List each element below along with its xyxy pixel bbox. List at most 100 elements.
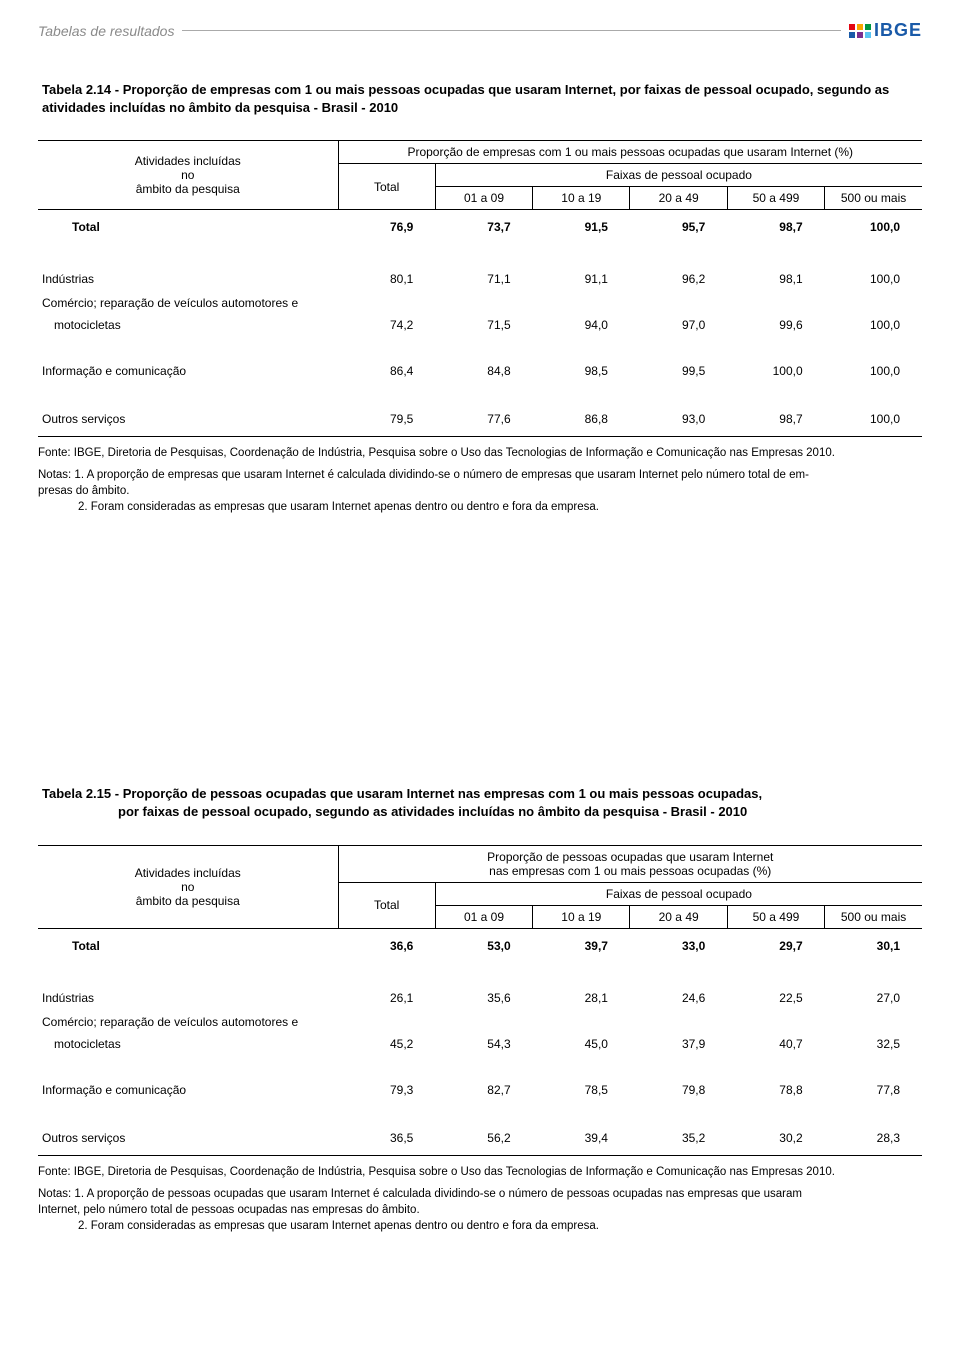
table-2-15-title: Tabela 2.15 - Proporção de pessoas ocupa…	[38, 785, 922, 820]
cell-value: 30,1	[825, 928, 922, 963]
logo-sq	[849, 32, 855, 38]
cell-value	[533, 292, 630, 314]
fonte: Fonte: IBGE, Diretoria de Pesquisas, Coo…	[38, 1164, 922, 1180]
cell-value: 76,9	[338, 210, 435, 245]
table-2-14: Atividades incluídas no âmbito da pesqui…	[38, 140, 922, 437]
logo-sq	[865, 24, 871, 30]
cell-value: 99,6	[727, 314, 824, 336]
nota-1a: Notas: 1. A proporção de pessoas ocupada…	[38, 1186, 922, 1202]
cell-value: 35,6	[435, 963, 532, 1011]
cell-value: 22,5	[727, 963, 824, 1011]
row-header-l3: âmbito da pesquisa	[136, 894, 240, 908]
cell-value: 28,1	[533, 963, 630, 1011]
row-header-l3: âmbito da pesquisa	[136, 182, 240, 196]
col-total: Total	[338, 164, 435, 210]
cell-value: 100,0	[727, 336, 824, 384]
section-title: Tabelas de resultados	[38, 23, 182, 39]
cell-value: 79,5	[338, 384, 435, 437]
subgroup-header: Faixas de pessoal ocupado	[435, 882, 922, 905]
cell-value	[338, 292, 435, 314]
table-2-15-block: Tabela 2.15 - Proporção de pessoas ocupa…	[38, 785, 922, 1233]
row-label: motocicletas	[38, 314, 338, 336]
row-label: Total	[38, 928, 338, 963]
cell-value: 79,8	[630, 1055, 727, 1103]
row-header: Atividades incluídas no âmbito da pesqui…	[38, 845, 338, 928]
cell-value: 37,9	[630, 1033, 727, 1055]
cell-value: 77,6	[435, 384, 532, 437]
table-row: Indústrias80,171,191,196,298,1100,0	[38, 244, 922, 292]
nota-1b: Internet, pelo número total de pessoas o…	[38, 1202, 922, 1218]
group-header-l2: nas empresas com 1 ou mais pessoas ocupa…	[489, 864, 771, 878]
table-row: Comércio; reparação de veículos automoto…	[38, 292, 922, 314]
table-2-15-body: Total36,653,039,733,029,730,1Indústrias2…	[38, 928, 922, 1155]
table-row: Total36,653,039,733,029,730,1	[38, 928, 922, 963]
table-row: Informação e comunicação86,484,898,599,5…	[38, 336, 922, 384]
logo-sq	[849, 24, 855, 30]
cell-value: 91,5	[533, 210, 630, 245]
col-50-499: 50 a 499	[727, 187, 824, 210]
cell-value: 78,8	[727, 1055, 824, 1103]
cell-value: 56,2	[435, 1103, 532, 1156]
cell-value: 71,5	[435, 314, 532, 336]
cell-value: 26,1	[338, 963, 435, 1011]
cell-value: 32,5	[825, 1033, 922, 1055]
logo-sq	[865, 32, 871, 38]
cell-value: 45,0	[533, 1033, 630, 1055]
cell-value: 95,7	[630, 210, 727, 245]
row-label: Informação e comunicação	[38, 1055, 338, 1103]
cell-value: 77,8	[825, 1055, 922, 1103]
col-01-09: 01 a 09	[435, 187, 532, 210]
cell-value: 45,2	[338, 1033, 435, 1055]
cell-value: 54,3	[435, 1033, 532, 1055]
row-label: motocicletas	[38, 1033, 338, 1055]
cell-value: 100,0	[825, 244, 922, 292]
logo-sq	[857, 24, 863, 30]
row-label: Indústrias	[38, 963, 338, 1011]
cell-value	[435, 1011, 532, 1033]
table-row: Comércio; reparação de veículos automoto…	[38, 1011, 922, 1033]
cell-value: 80,1	[338, 244, 435, 292]
cell-value	[630, 292, 727, 314]
table-title-line2: por faixas de pessoal ocupado, segundo a…	[42, 803, 918, 821]
cell-value	[435, 292, 532, 314]
cell-value: 100,0	[825, 210, 922, 245]
table-row: Total76,973,791,595,798,7100,0	[38, 210, 922, 245]
cell-value: 36,5	[338, 1103, 435, 1156]
cell-value: 24,6	[630, 963, 727, 1011]
table-title-text: - Proporção de empresas com 1 ou mais pe…	[42, 82, 889, 115]
table-number: Tabela 2.14	[42, 82, 111, 97]
logo-sq	[857, 32, 863, 38]
cell-value: 84,8	[435, 336, 532, 384]
col-50-499: 50 a 499	[727, 905, 824, 928]
col-10-19: 10 a 19	[533, 905, 630, 928]
col-20-49: 20 a 49	[630, 905, 727, 928]
cell-value: 27,0	[825, 963, 922, 1011]
cell-value: 91,1	[533, 244, 630, 292]
table-row: motocicletas74,271,594,097,099,6100,0	[38, 314, 922, 336]
col-10-19: 10 a 19	[533, 187, 630, 210]
group-header: Proporção de empresas com 1 ou mais pess…	[338, 141, 922, 164]
cell-value	[727, 1011, 824, 1033]
cell-value: 100,0	[825, 314, 922, 336]
row-label: Comércio; reparação de veículos automoto…	[38, 292, 338, 314]
table-row: Informação e comunicação79,382,778,579,8…	[38, 1055, 922, 1103]
group-header-l1: Proporção de pessoas ocupadas que usaram…	[487, 850, 773, 864]
logo-text: IBGE	[874, 20, 922, 41]
row-header-l2: no	[181, 880, 194, 894]
ibge-logo: IBGE	[849, 20, 922, 41]
cell-value: 53,0	[435, 928, 532, 963]
cell-value	[533, 1011, 630, 1033]
cell-value: 74,2	[338, 314, 435, 336]
cell-value: 40,7	[727, 1033, 824, 1055]
table-row: Outros serviços79,577,686,893,098,7100,0	[38, 384, 922, 437]
table-2-14-title: Tabela 2.14 - Proporção de empresas com …	[38, 81, 922, 116]
cell-value	[825, 292, 922, 314]
cell-value: 100,0	[825, 336, 922, 384]
cell-value: 79,3	[338, 1055, 435, 1103]
table-2-15-notes: Fonte: IBGE, Diretoria de Pesquisas, Coo…	[38, 1164, 922, 1234]
col-500-mais: 500 ou mais	[825, 187, 922, 210]
cell-value: 35,2	[630, 1103, 727, 1156]
group-header: Proporção de pessoas ocupadas que usaram…	[338, 845, 922, 882]
nota-2: 2. Foram consideradas as empresas que us…	[38, 1218, 922, 1234]
row-header-l1: Atividades incluídas	[135, 154, 241, 168]
